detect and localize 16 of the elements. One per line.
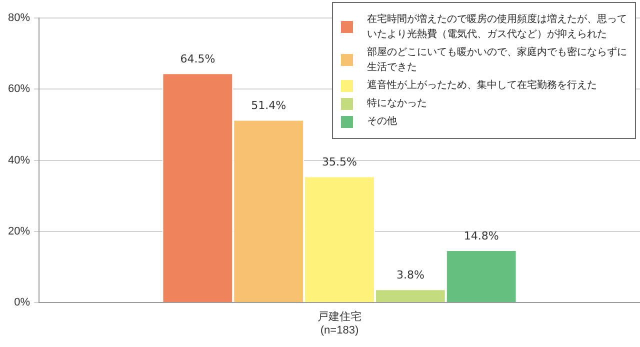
y-tick-label: 40% [8,154,30,166]
data-label: 14.8% [464,229,499,242]
y-tick-label: 0% [14,296,30,309]
data-label: 64.5% [180,52,216,66]
legend-label: 在宅時間が増えたので暖房の使用頻度は増えたが、思っていたより光熱費（電気代、ガス代など）が抑えられた [367,12,627,42]
data-label: 35.5% [322,156,357,169]
y-tick-label: 60% [8,83,30,96]
y-tick-label: 80% [8,12,30,24]
data-label: 51.4% [251,99,286,112]
data-label: 3.8% [396,268,424,282]
legend-label: その他 [367,115,398,129]
legend-label: 特になかった [367,96,428,111]
legend-label: 遮音性が上がったため、集中して在宅勤務を行えた [367,78,598,93]
y-tick-label: 20% [8,225,30,238]
x-tick-label: 戸建住宅 (n=183) [318,310,362,336]
legend-label: 部屋のどこにいても暖かいので、家庭内でも密にならずに生活できた [367,46,627,75]
